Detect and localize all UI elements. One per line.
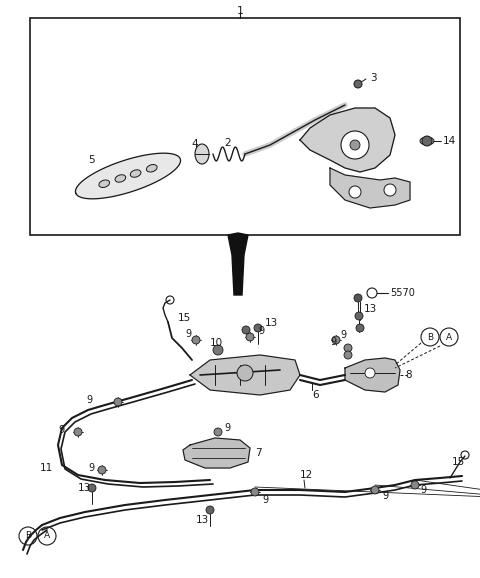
Text: 2: 2 <box>224 138 230 148</box>
Text: 9: 9 <box>262 495 268 505</box>
Text: 11: 11 <box>40 463 53 473</box>
Ellipse shape <box>420 137 434 145</box>
Polygon shape <box>330 168 410 208</box>
Circle shape <box>332 336 340 344</box>
Circle shape <box>254 324 262 332</box>
Circle shape <box>384 184 396 196</box>
Text: 9: 9 <box>224 423 230 433</box>
Circle shape <box>341 131 369 159</box>
Circle shape <box>98 466 106 474</box>
Circle shape <box>214 428 222 436</box>
Ellipse shape <box>146 165 157 172</box>
Circle shape <box>192 336 200 344</box>
Circle shape <box>213 345 223 355</box>
Text: 15: 15 <box>178 313 191 323</box>
Text: 8: 8 <box>405 370 412 380</box>
Polygon shape <box>300 108 395 172</box>
Circle shape <box>371 486 379 494</box>
Text: 9: 9 <box>58 425 64 435</box>
Text: 5: 5 <box>88 155 95 165</box>
Circle shape <box>354 294 362 302</box>
Circle shape <box>251 488 259 496</box>
Text: 1: 1 <box>237 6 243 16</box>
Circle shape <box>356 324 364 332</box>
Text: 14: 14 <box>443 136 456 146</box>
Circle shape <box>206 506 214 514</box>
Text: 9: 9 <box>330 337 336 347</box>
Ellipse shape <box>99 180 109 187</box>
Text: 13: 13 <box>265 318 278 328</box>
Text: 10: 10 <box>210 338 223 348</box>
Circle shape <box>355 312 363 320</box>
Text: 9: 9 <box>258 326 264 336</box>
Text: 13: 13 <box>364 304 377 314</box>
Polygon shape <box>228 233 248 295</box>
Text: 6: 6 <box>312 390 319 400</box>
Circle shape <box>344 351 352 359</box>
Circle shape <box>411 481 419 489</box>
Polygon shape <box>190 355 300 395</box>
Text: B: B <box>427 332 433 342</box>
Text: 9: 9 <box>340 330 346 340</box>
Text: 13: 13 <box>196 515 209 525</box>
Text: 9: 9 <box>86 395 92 405</box>
Text: 9: 9 <box>420 485 426 495</box>
Circle shape <box>88 484 96 492</box>
Text: 7: 7 <box>255 448 262 458</box>
Text: A: A <box>44 532 50 540</box>
Ellipse shape <box>130 170 141 177</box>
Circle shape <box>422 136 432 146</box>
Polygon shape <box>183 438 250 468</box>
Circle shape <box>242 326 250 334</box>
Text: 9: 9 <box>382 491 388 501</box>
Text: 15: 15 <box>452 457 465 467</box>
Text: 3: 3 <box>370 73 377 83</box>
Polygon shape <box>345 358 400 392</box>
Circle shape <box>114 398 122 406</box>
Circle shape <box>350 140 360 150</box>
Text: 5570: 5570 <box>390 288 415 298</box>
Text: B: B <box>25 532 31 540</box>
Circle shape <box>74 428 82 436</box>
Circle shape <box>246 333 254 341</box>
Circle shape <box>354 80 362 88</box>
Ellipse shape <box>115 175 126 182</box>
Text: 12: 12 <box>300 470 313 480</box>
Text: 9: 9 <box>185 329 191 339</box>
Text: 4: 4 <box>191 139 198 149</box>
Polygon shape <box>75 153 180 199</box>
Circle shape <box>237 365 253 381</box>
Text: 13: 13 <box>78 483 91 493</box>
Text: 9: 9 <box>88 463 94 473</box>
Circle shape <box>349 186 361 198</box>
Ellipse shape <box>195 144 209 164</box>
Text: A: A <box>446 332 452 342</box>
Circle shape <box>365 368 375 378</box>
Circle shape <box>344 344 352 352</box>
Bar <box>30 18 460 235</box>
